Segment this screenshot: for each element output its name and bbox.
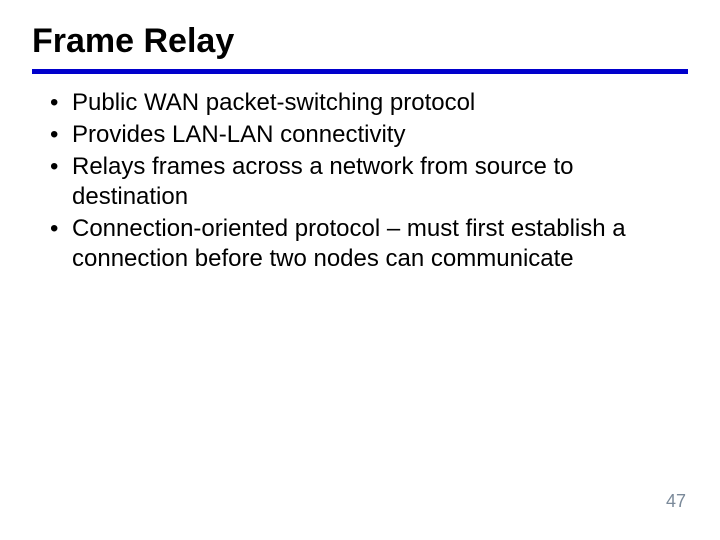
title-rule <box>32 69 688 74</box>
list-item: Connection-oriented protocol – must firs… <box>50 214 678 274</box>
bullet-list: Public WAN packet-switching protocol Pro… <box>32 88 688 274</box>
slide: Frame Relay Public WAN packet-switching … <box>0 0 720 540</box>
list-item: Public WAN packet-switching protocol <box>50 88 678 118</box>
list-item: Relays frames across a network from sour… <box>50 152 678 212</box>
page-number: 47 <box>666 491 686 512</box>
slide-title: Frame Relay <box>32 22 688 61</box>
list-item: Provides LAN-LAN connectivity <box>50 120 678 150</box>
